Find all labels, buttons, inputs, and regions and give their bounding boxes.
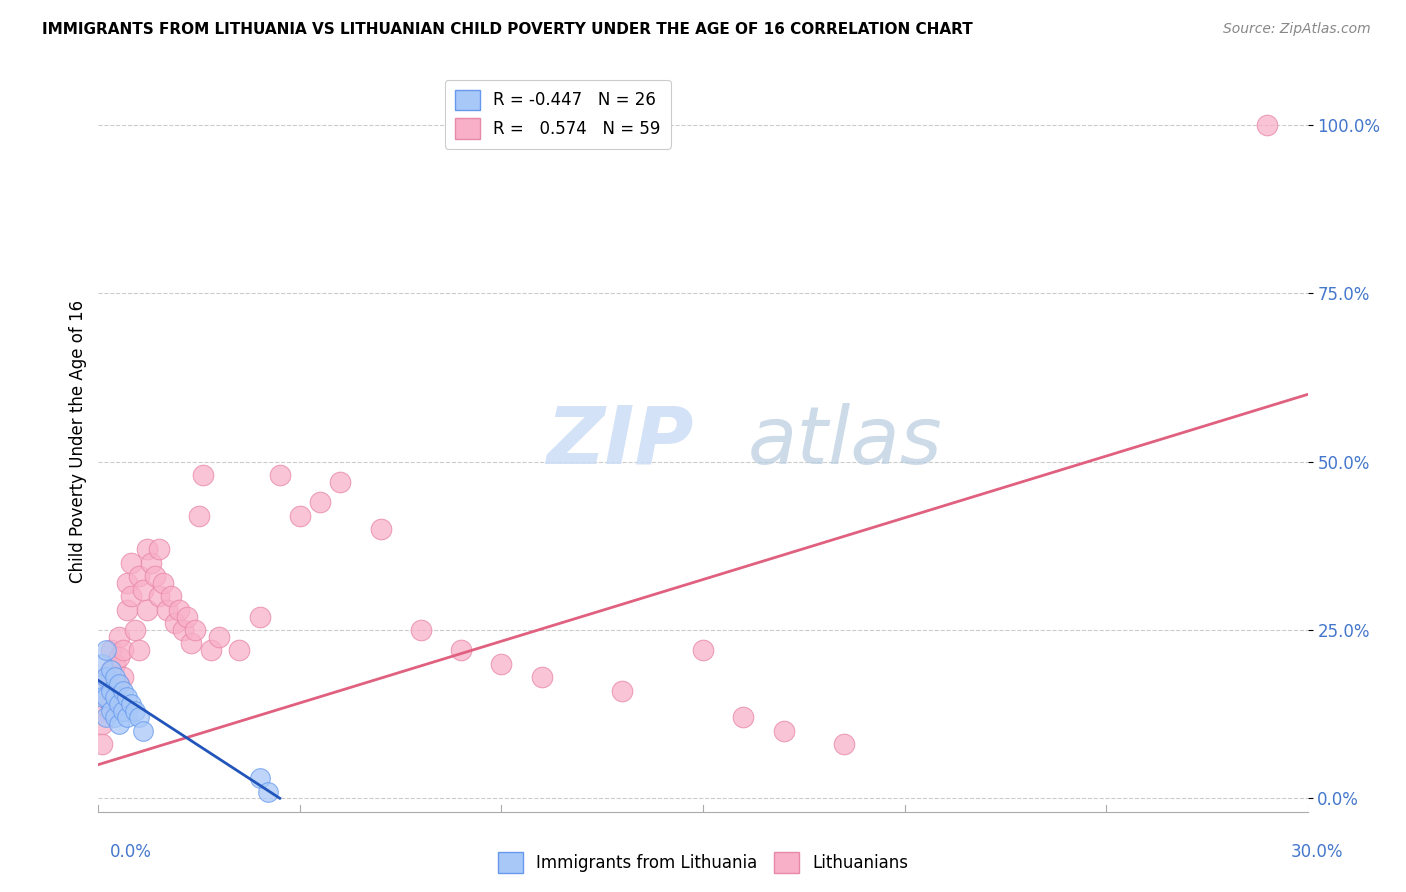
Point xyxy=(107,717,129,731)
Point xyxy=(200,643,222,657)
Text: ZIP: ZIP xyxy=(546,402,693,481)
Point xyxy=(96,690,118,705)
Point xyxy=(409,623,432,637)
Point xyxy=(733,710,755,724)
Point xyxy=(269,468,291,483)
Point xyxy=(288,508,311,523)
Point xyxy=(115,690,138,705)
Point xyxy=(91,677,114,691)
Point xyxy=(160,590,183,604)
Point xyxy=(107,630,129,644)
Point xyxy=(96,643,118,657)
Point xyxy=(115,575,138,590)
Point xyxy=(111,643,134,657)
Point xyxy=(91,704,114,718)
Text: 0.0%: 0.0% xyxy=(110,843,152,861)
Point xyxy=(249,771,271,785)
Point xyxy=(1256,118,1278,132)
Point xyxy=(100,664,122,678)
Point xyxy=(107,649,129,664)
Point xyxy=(163,616,186,631)
Point xyxy=(148,590,170,604)
Text: atlas: atlas xyxy=(748,402,942,481)
Point xyxy=(832,738,855,752)
Point xyxy=(132,723,155,738)
Point xyxy=(91,717,114,731)
Point xyxy=(135,542,157,557)
Text: 30.0%: 30.0% xyxy=(1291,843,1343,861)
Point xyxy=(148,542,170,557)
Point xyxy=(193,468,215,483)
Point xyxy=(100,683,122,698)
Point xyxy=(103,710,125,724)
Point xyxy=(124,623,146,637)
Point xyxy=(135,603,157,617)
Point xyxy=(450,643,472,657)
Point xyxy=(103,683,125,698)
Point xyxy=(100,697,122,711)
Point xyxy=(256,784,278,798)
Point xyxy=(530,670,553,684)
Point xyxy=(103,690,125,705)
Point xyxy=(329,475,352,489)
Point xyxy=(612,683,634,698)
Point xyxy=(103,670,125,684)
Point xyxy=(111,670,134,684)
Point xyxy=(128,710,150,724)
Point xyxy=(96,710,118,724)
Point xyxy=(370,522,392,536)
Point xyxy=(176,609,198,624)
Point xyxy=(103,657,125,671)
Point xyxy=(120,697,142,711)
Point xyxy=(115,710,138,724)
Point xyxy=(111,683,134,698)
Point xyxy=(152,575,174,590)
Point xyxy=(249,609,271,624)
Point xyxy=(143,569,166,583)
Point xyxy=(111,704,134,718)
Point xyxy=(100,704,122,718)
Point xyxy=(124,704,146,718)
Point xyxy=(115,603,138,617)
Text: Source: ZipAtlas.com: Source: ZipAtlas.com xyxy=(1223,22,1371,37)
Y-axis label: Child Poverty Under the Age of 16: Child Poverty Under the Age of 16 xyxy=(69,300,87,583)
Point xyxy=(309,495,332,509)
Point xyxy=(128,643,150,657)
Point xyxy=(184,623,207,637)
Point xyxy=(692,643,714,657)
Point xyxy=(120,590,142,604)
Point xyxy=(96,690,118,705)
Point xyxy=(100,643,122,657)
Legend: Immigrants from Lithuania, Lithuanians: Immigrants from Lithuania, Lithuanians xyxy=(491,846,915,880)
Point xyxy=(107,677,129,691)
Point xyxy=(100,664,122,678)
Point xyxy=(107,677,129,691)
Point xyxy=(188,508,211,523)
Point xyxy=(139,556,162,570)
Point xyxy=(96,670,118,684)
Point xyxy=(772,723,794,738)
Point xyxy=(172,623,194,637)
Point xyxy=(208,630,231,644)
Text: IMMIGRANTS FROM LITHUANIA VS LITHUANIAN CHILD POVERTY UNDER THE AGE OF 16 CORREL: IMMIGRANTS FROM LITHUANIA VS LITHUANIAN … xyxy=(42,22,973,37)
Point xyxy=(96,670,118,684)
Point xyxy=(91,657,114,671)
Point xyxy=(128,569,150,583)
Point xyxy=(91,738,114,752)
Point xyxy=(180,636,202,650)
Point xyxy=(91,690,114,705)
Point xyxy=(167,603,190,617)
Point xyxy=(120,556,142,570)
Point xyxy=(491,657,513,671)
Legend: R = -0.447   N = 26, R =   0.574   N = 59: R = -0.447 N = 26, R = 0.574 N = 59 xyxy=(446,79,671,149)
Point xyxy=(107,697,129,711)
Point xyxy=(156,603,179,617)
Point xyxy=(132,582,155,597)
Point xyxy=(228,643,250,657)
